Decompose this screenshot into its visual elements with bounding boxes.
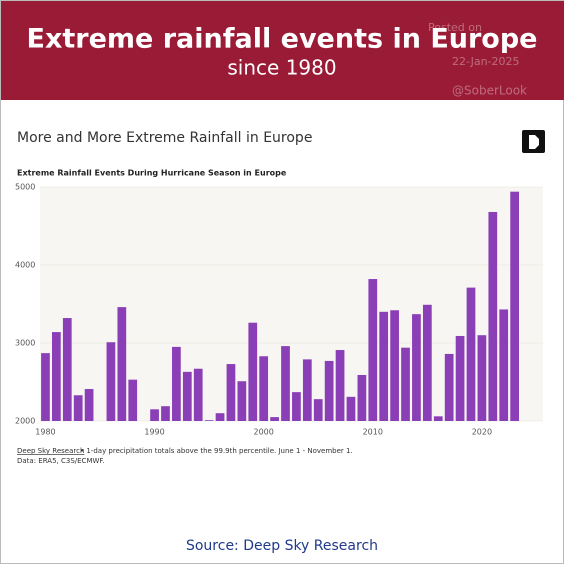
watermark: @SoberLook xyxy=(452,84,527,98)
bar xyxy=(477,335,487,421)
bar xyxy=(335,350,345,421)
bar xyxy=(172,346,181,421)
bar xyxy=(161,406,170,421)
bar xyxy=(193,368,203,421)
bar xyxy=(302,359,312,421)
data-note: Data: ERA5, C3S/ECMWF. xyxy=(17,457,105,465)
bar xyxy=(510,191,519,421)
bar xyxy=(204,420,214,421)
bar xyxy=(52,332,61,421)
bar xyxy=(324,360,334,421)
bar xyxy=(41,353,50,421)
bar xyxy=(215,413,225,421)
bar xyxy=(292,392,301,421)
y-tick-label: 3000 xyxy=(15,339,35,348)
bar xyxy=(259,356,269,421)
bar xyxy=(237,381,247,421)
bar xyxy=(357,374,367,421)
bar xyxy=(422,304,432,421)
banner xyxy=(1,1,564,100)
y-tick-label: 2000 xyxy=(15,417,35,426)
banner-subtitle: since 1980 xyxy=(227,56,336,80)
bar xyxy=(444,353,454,421)
bar xyxy=(433,416,443,421)
note: • 1-day precipitation totals above the 9… xyxy=(80,447,353,455)
x-tick-label: 1990 xyxy=(144,428,164,437)
x-tick-label: 2000 xyxy=(253,428,273,437)
bar xyxy=(412,314,421,421)
bar xyxy=(281,346,290,421)
bar xyxy=(128,379,138,421)
bar xyxy=(248,322,258,421)
bar xyxy=(455,335,465,421)
y-tick-label: 4000 xyxy=(15,261,35,270)
bar xyxy=(150,409,159,421)
note-link[interactable]: Deep Sky Research xyxy=(17,447,84,455)
source: Source: Deep Sky Research xyxy=(186,538,378,554)
bar xyxy=(488,211,498,421)
bar xyxy=(499,309,509,421)
watermark: Posted on xyxy=(428,21,482,34)
bar xyxy=(73,395,83,421)
bar xyxy=(84,389,94,421)
bar xyxy=(401,347,410,421)
bar xyxy=(62,318,72,421)
chart-heading: More and More Extreme Rainfall in Europe xyxy=(17,130,312,146)
y-tick-label: 5000 xyxy=(15,183,35,192)
bar xyxy=(226,364,236,421)
bar xyxy=(379,311,389,421)
x-tick-label: 2020 xyxy=(472,428,492,437)
banner-title: Extreme rainfall events in Europe xyxy=(27,24,538,55)
bar xyxy=(270,417,279,421)
watermark: 22-Jan-2025 xyxy=(452,55,520,68)
chart-title: Extreme Rainfall Events During Hurricane… xyxy=(17,169,287,178)
bar xyxy=(346,396,356,421)
x-tick-label: 1980 xyxy=(35,428,55,437)
bar xyxy=(117,307,127,421)
bar xyxy=(106,342,116,421)
bar xyxy=(182,371,192,421)
bar xyxy=(466,287,476,421)
bar xyxy=(390,310,399,421)
x-tick-label: 2010 xyxy=(363,428,383,437)
bar xyxy=(368,279,378,421)
logo xyxy=(522,130,545,153)
bar xyxy=(313,399,323,421)
